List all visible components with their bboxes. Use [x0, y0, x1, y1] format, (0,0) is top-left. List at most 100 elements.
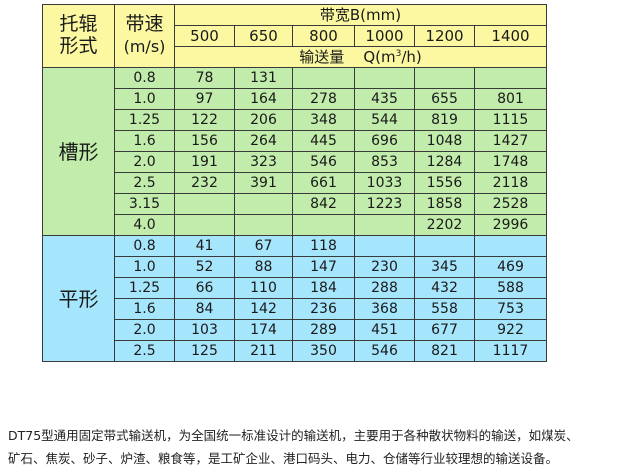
speed-cell: 1.0 — [114, 256, 175, 278]
capacity-cell — [354, 67, 415, 89]
capacity-cell — [292, 214, 355, 236]
capacity-cell: 156 — [174, 130, 235, 152]
capacity-cell: 435 — [354, 88, 415, 110]
speed-cell: 2.0 — [114, 319, 175, 341]
capacity-cell: 88 — [234, 256, 293, 278]
capacity-cell: 821 — [414, 340, 475, 362]
capacity-cell: 278 — [292, 88, 355, 110]
table-row: 2.0 103 174 289 451 677 922 — [43, 319, 547, 341]
table-row: 1.0 52 88 147 230 345 469 — [43, 256, 547, 278]
capacity-cell: 52 — [174, 256, 235, 278]
speed-header: 带速 (m/s) — [114, 4, 175, 68]
capacity-cell: 142 — [234, 298, 293, 320]
capacity-cell: 1427 — [474, 130, 547, 152]
capacity-cell — [174, 193, 235, 215]
capacity-cell: 131 — [234, 67, 293, 89]
capacity-cell: 451 — [354, 319, 415, 341]
capacity-cell: 1284 — [414, 151, 475, 173]
header-row-capacity: 输送量 Q(m3/h) — [43, 46, 547, 68]
width-header-650: 650 — [234, 25, 293, 47]
capacity-cell: 546 — [292, 151, 355, 173]
capacity-cell: 1048 — [414, 130, 475, 152]
capacity-label: 输送量 — [299, 47, 345, 66]
capacity-cell: 432 — [414, 277, 475, 299]
capacity-cell: 842 — [292, 193, 355, 215]
capacity-cell: 236 — [292, 298, 355, 320]
capacity-cell — [354, 235, 415, 257]
capacity-cell: 801 — [474, 88, 547, 110]
capacity-cell: 164 — [234, 88, 293, 110]
description-line-1: DT75型通用固定带式输送机，为全国统一标准设计的输送机，主要用于各种散状物料的… — [8, 428, 579, 443]
capacity-superscript: 3 — [395, 48, 402, 59]
capacity-cell: 753 — [474, 298, 547, 320]
table-row: 2.0 191 323 546 853 1284 1748 — [43, 151, 547, 173]
capacity-table: 托辊 形式 带速 (m/s) 带宽B(mm) 500 650 800 1000 1200… — [42, 4, 547, 362]
capacity-cell: 289 — [292, 319, 355, 341]
capacity-cell: 655 — [414, 88, 475, 110]
table-row: 1.6 156 264 445 696 1048 1427 — [43, 130, 547, 152]
speed-cell: 1.6 — [114, 298, 175, 320]
speed-cell: 1.25 — [114, 109, 175, 131]
capacity-cell: 230 — [354, 256, 415, 278]
table-row: 2.5 125 211 350 546 821 1117 — [43, 340, 547, 362]
capacity-cell: 174 — [234, 319, 293, 341]
speed-cell: 0.8 — [114, 235, 175, 257]
table-row: 1.0 97 164 278 435 655 801 — [43, 88, 547, 110]
capacity-cell: 147 — [292, 256, 355, 278]
capacity-cell — [292, 67, 355, 89]
roller-type-line1: 托辊 — [59, 13, 98, 36]
capacity-cell: 368 — [354, 298, 415, 320]
capacity-cell: 1748 — [474, 151, 547, 173]
capacity-cell: 2528 — [474, 193, 547, 215]
capacity-cell: 544 — [354, 109, 415, 131]
header-row-1: 托辊 形式 带速 (m/s) 带宽B(mm) — [42, 4, 547, 68]
capacity-cell: 184 — [292, 277, 355, 299]
capacity-cell: 1115 — [474, 109, 547, 131]
capacity-cell — [474, 235, 547, 257]
capacity-cell: 558 — [414, 298, 475, 320]
capacity-cell — [414, 235, 475, 257]
capacity-cell: 1117 — [474, 340, 547, 362]
belt-width-title: 带宽B(mm) — [174, 4, 547, 26]
capacity-cell — [234, 214, 293, 236]
capacity-cell: 345 — [414, 256, 475, 278]
capacity-cell: 118 — [292, 235, 355, 257]
description: DT75型通用固定带式输送机，为全国统一标准设计的输送机，主要用于各种散状物料的… — [8, 424, 623, 470]
capacity-cell: 97 — [174, 88, 235, 110]
capacity-cell: 677 — [414, 319, 475, 341]
speed-cell: 2.0 — [114, 151, 175, 173]
capacity-cell — [414, 67, 475, 89]
header-row-widths: 500 650 800 1000 1200 1400 — [43, 25, 547, 47]
capacity-cell: 2202 — [414, 214, 475, 236]
capacity-cell — [234, 193, 293, 215]
capacity-cell: 1556 — [414, 172, 475, 194]
capacity-cell: 41 — [174, 235, 235, 257]
capacity-cell: 122 — [174, 109, 235, 131]
capacity-cell: 348 — [292, 109, 355, 131]
capacity-cell: 264 — [234, 130, 293, 152]
table-row: 4.0 2202 2996 — [43, 214, 547, 236]
width-header-1000: 1000 — [354, 25, 415, 47]
capacity-cell: 110 — [234, 277, 293, 299]
capacity-tail: /h) — [401, 47, 422, 66]
capacity-cell: 191 — [174, 151, 235, 173]
table-body: 托辊 形式 带速 (m/s) 带宽B(mm) 500 650 800 1000 1200… — [42, 4, 547, 362]
table-row: 2.5 232 391 661 1033 1556 2118 — [43, 172, 547, 194]
roller-type-line2: 形式 — [59, 35, 98, 57]
speed-cell: 2.5 — [114, 172, 175, 194]
table-row: 3.15 842 1223 1858 2528 — [43, 193, 547, 215]
speed-cell: 1.0 — [114, 88, 175, 110]
capacity-cell: 1223 — [354, 193, 415, 215]
capacity-cell: 84 — [174, 298, 235, 320]
group-label-trough: 槽形 — [42, 67, 115, 236]
speed-header-line1: 带速 — [125, 13, 164, 36]
capacity-cell: 391 — [234, 172, 293, 194]
capacity-cell: 661 — [292, 172, 355, 194]
capacity-cell: 445 — [292, 130, 355, 152]
table-row: 平形 0.8 41 67 118 — [42, 235, 547, 362]
capacity-cell: 819 — [414, 109, 475, 131]
capacity-cell: 2996 — [474, 214, 547, 236]
speed-header-unit: (m/s) — [123, 37, 166, 56]
capacity-symbol: Q(m — [363, 47, 396, 66]
table-row: 1.25 66 110 184 288 432 588 — [43, 277, 547, 299]
